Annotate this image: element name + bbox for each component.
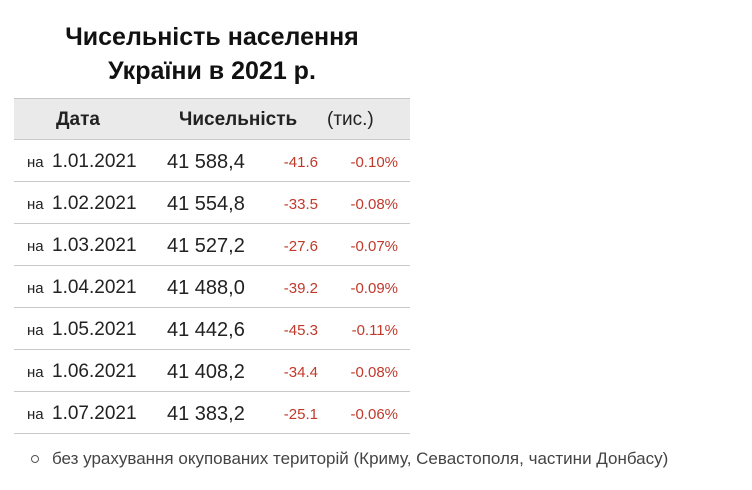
cell-prefix: на	[27, 280, 44, 297]
bullet	[31, 455, 39, 463]
cell-value: 41 442,6	[167, 319, 245, 341]
cell-change: -33.5	[283, 196, 318, 213]
cell-value: 41 554,8	[167, 193, 245, 215]
cell-percent: -0.11%	[351, 322, 398, 339]
cell-change: -25.1	[283, 406, 318, 423]
cell-prefix: на	[27, 196, 44, 213]
cell-percent: -0.08%	[350, 364, 398, 381]
title: Чисельність населення України в 2021 р.	[14, 20, 410, 88]
header-unit: (тис.)	[327, 109, 374, 130]
cell-percent: -0.08%	[350, 196, 398, 213]
cell-change: -27.6	[283, 238, 318, 255]
cell-date: 1.04.2021	[52, 277, 137, 298]
cell-prefix: на	[27, 364, 44, 381]
cell-prefix: на	[27, 238, 44, 255]
cell-change: -45.3	[283, 322, 318, 339]
cell-value: 41 408,2	[167, 361, 245, 383]
title-line: Чисельність населення	[65, 23, 359, 51]
table-row: на 1.04.2021 41 488,0 -39.2 -0.09%	[14, 266, 410, 308]
table-header: Дата Чисельність (тис.)	[14, 98, 410, 140]
header-date: Дата	[56, 109, 100, 130]
table-row: на 1.05.2021 41 442,6 -45.3 -0.11%	[14, 308, 410, 350]
table-row: на 1.06.2021 41 408,2 -34.4 -0.08%	[14, 350, 410, 392]
cell-date: 1.02.2021	[52, 193, 137, 214]
cell-date: 1.03.2021	[52, 235, 137, 256]
cell-date: 1.01.2021	[52, 151, 137, 172]
cell-date: 1.05.2021	[52, 319, 137, 340]
cell-prefix: на	[27, 322, 44, 339]
cell-value: 41 588,4	[167, 151, 245, 173]
table-row: на 1.01.2021 41 588,4 -41.6 -0.10%	[14, 140, 410, 182]
cell-percent: -0.09%	[350, 280, 398, 297]
cell-value: 41 383,2	[167, 403, 245, 425]
title-line: України в 2021 р.	[108, 57, 316, 85]
cell-prefix: на	[27, 406, 44, 423]
footnote: без урахування окупованих територій (Кри…	[52, 449, 669, 468]
cell-percent: -0.06%	[350, 406, 398, 423]
cell-change: -41.6	[283, 154, 318, 171]
cell-percent: -0.10%	[350, 154, 398, 171]
cell-prefix: на	[27, 154, 44, 171]
cell-value: 41 527,2	[167, 235, 245, 257]
cell-date: 1.06.2021	[52, 361, 137, 382]
cell-change: -34.4	[283, 364, 318, 381]
table-row: на 1.07.2021 41 383,2 -25.1 -0.06%	[14, 392, 410, 434]
cell-date: 1.07.2021	[52, 403, 137, 424]
table-row: на 1.03.2021 41 527,2 -27.6 -0.07%	[14, 224, 410, 266]
cell-value: 41 488,0	[167, 277, 245, 299]
population-table: Дата Чисельність (тис.) на 1.01.2021 41 58…	[14, 98, 410, 434]
table-row: на 1.02.2021 41 554,8 -33.5 -0.08%	[14, 182, 410, 224]
cell-change: -39.2	[283, 280, 318, 297]
header-count: Чисельність	[179, 109, 298, 130]
cell-percent: -0.07%	[350, 238, 398, 255]
